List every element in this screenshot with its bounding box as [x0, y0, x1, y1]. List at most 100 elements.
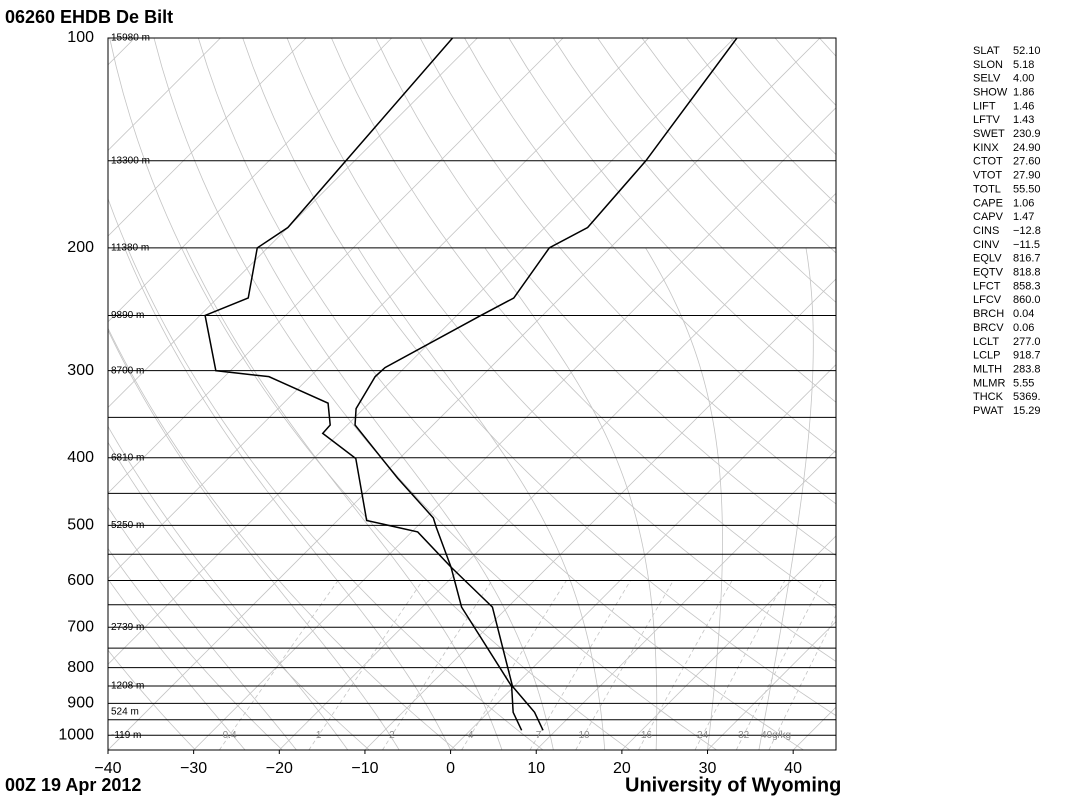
index-name: MLTH [973, 363, 1002, 375]
mixing-ratio-label: 16 [641, 730, 653, 741]
moist-adiabat [108, 506, 297, 750]
index-name: LFTV [973, 114, 1001, 126]
profile-line [354, 38, 738, 731]
profiles [204, 38, 738, 731]
dry-adiabat [331, 38, 836, 609]
index-name: SHOW [973, 86, 1008, 98]
dry-adiabat [375, 38, 836, 557]
index-value: 1.06 [1013, 197, 1034, 209]
y-tick-label: 900 [67, 695, 94, 712]
index-value: 5.55 [1013, 377, 1034, 389]
isotherm [108, 38, 735, 665]
index-name: BRCH [973, 308, 1004, 320]
isotherm [707, 620, 836, 750]
height-label: 524 m [111, 706, 139, 717]
dry-adiabat [508, 38, 836, 403]
dry-adiabat [552, 38, 836, 353]
index-name: CAPE [973, 197, 1003, 209]
y-tick-label: 1000 [58, 726, 94, 743]
mixing-ratio-label: 32 [738, 730, 750, 741]
index-value: 0.06 [1013, 322, 1034, 334]
labels: 0.4 1 2 4 7 10 16 24 32 40g/kg1002003004005006007… [58, 29, 802, 777]
index-name: LIFT [973, 100, 996, 112]
moist-adiabat [260, 247, 554, 750]
mixing-ratio-line [308, 580, 423, 750]
profile-line [204, 38, 523, 731]
index-value: 1.86 [1013, 86, 1034, 98]
mixing-ratio-label: 2 [389, 730, 395, 741]
dry-adiabat [419, 38, 836, 505]
index-value: 1.43 [1013, 114, 1034, 126]
isotherm [108, 38, 393, 323]
x-tick-label: 40 [784, 760, 802, 777]
moist-adiabat [108, 425, 349, 750]
y-tick-label: 700 [67, 618, 94, 635]
index-name: TOTL [973, 183, 1001, 195]
y-tick-label: 400 [67, 449, 94, 466]
dry-adiabat [108, 441, 370, 750]
index-name: VTOT [973, 170, 1002, 182]
index-value: 230.9 [1013, 128, 1041, 140]
y-tick-label: 600 [67, 572, 94, 589]
height-label: 5250 m [111, 520, 144, 531]
isotherm [535, 449, 836, 750]
mixing-ratio-label: 1 [316, 730, 322, 741]
index-name: PWAT [973, 405, 1004, 417]
index-name: THCK [973, 391, 1004, 403]
source-label: University of Wyoming [625, 774, 841, 796]
index-name: SWET [973, 128, 1005, 140]
x-tick-label: 0 [446, 760, 455, 777]
mixing-ratio-line [529, 580, 631, 750]
dry-adiabat [108, 748, 109, 750]
mixing-ratio-label: 4 [468, 730, 474, 741]
dry-adiabat [153, 38, 717, 750]
index-name: SLON [973, 59, 1003, 71]
index-value: 27.60 [1013, 156, 1041, 168]
index-value: −12.8 [1013, 225, 1041, 237]
height-label: 13300 m [111, 155, 150, 166]
mixing-ratio-line [638, 580, 733, 750]
plot-frame [107, 37, 837, 751]
mixing-ratio-label: 7 [536, 730, 542, 741]
mixing-ratio-line [768, 614, 836, 750]
dry-adiabat [464, 38, 836, 454]
dry-adiabat [641, 38, 836, 254]
index-value: 27.90 [1013, 170, 1041, 182]
y-tick-label: 200 [67, 239, 94, 256]
mixing-ratio-label: 0.4 [223, 730, 237, 741]
index-name: CTOT [973, 156, 1003, 168]
grid [107, 37, 836, 754]
isotherm [108, 38, 564, 494]
height-label: 2739 m [111, 622, 144, 633]
background-lines [108, 38, 1072, 750]
x-tick-label: −40 [94, 760, 121, 777]
x-tick-label: −10 [351, 760, 378, 777]
height-label: 11380 m [111, 243, 149, 254]
isotherm [621, 535, 836, 750]
moist-adiabat [645, 247, 723, 750]
height-label: 8700 m [111, 365, 144, 376]
index-value: 52.10 [1013, 45, 1041, 57]
index-value: 860.0 [1013, 294, 1041, 306]
index-value: 24.90 [1013, 142, 1041, 154]
mixing-ratio-label: 10 [578, 730, 590, 741]
dry-adiabat [864, 38, 1072, 750]
index-name: CINS [973, 225, 999, 237]
y-tick-label: 300 [67, 362, 94, 379]
mixing-ratio-line [219, 580, 339, 750]
isotherm [193, 107, 836, 750]
mixing-ratio-line [461, 580, 567, 750]
dry-adiabat [108, 327, 457, 750]
index-value: −11.5 [1013, 239, 1040, 251]
index-name: LCLT [973, 336, 999, 348]
index-value: 1.46 [1013, 100, 1034, 112]
dry-adiabat [109, 38, 631, 750]
chart-title: 06260 EHDB De Bilt [5, 7, 173, 27]
index-value: 277.0 [1013, 336, 1041, 348]
isotherm [108, 38, 821, 750]
index-value: 5369. [1013, 391, 1041, 403]
x-tick-label: −30 [180, 760, 207, 777]
dry-adiabat [286, 38, 836, 662]
mixing-ratio-line [575, 580, 674, 750]
